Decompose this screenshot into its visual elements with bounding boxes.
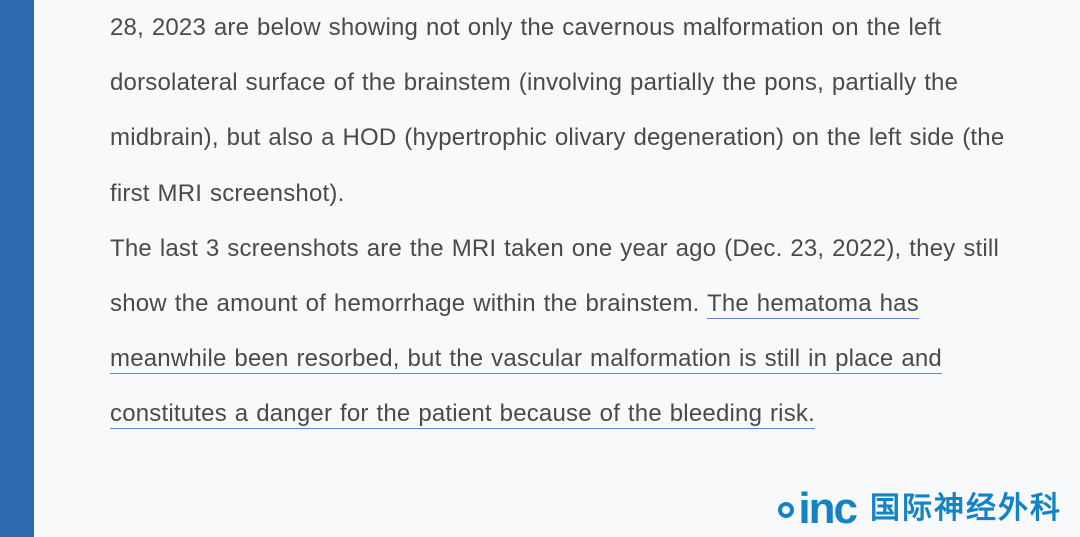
watermark: inc 国际神经外科 <box>778 483 1062 531</box>
p2-underline-2: meanwhile been resorbed, but the vascula… <box>110 345 942 374</box>
document-page: 28, 2023 are below showing not only the … <box>0 0 1080 537</box>
text-content: 28, 2023 are below showing not only the … <box>110 0 1040 442</box>
left-accent-bar <box>0 0 34 537</box>
paragraph-2: The last 3 screenshots are the MRI taken… <box>110 221 1040 442</box>
p2-underline-3: constitutes a danger for the patient bec… <box>110 400 815 429</box>
inc-logo: inc <box>778 487 856 531</box>
paragraph-1: 28, 2023 are below showing not only the … <box>110 0 1040 221</box>
logo-cn-text: 国际神经外科 <box>870 483 1062 527</box>
p1-text: 28, 2023 are below showing not only the … <box>110 14 1004 207</box>
logo-dot-icon <box>778 502 794 518</box>
p2-underline-1: The hematoma has <box>707 290 919 319</box>
logo-text: inc <box>798 487 856 531</box>
